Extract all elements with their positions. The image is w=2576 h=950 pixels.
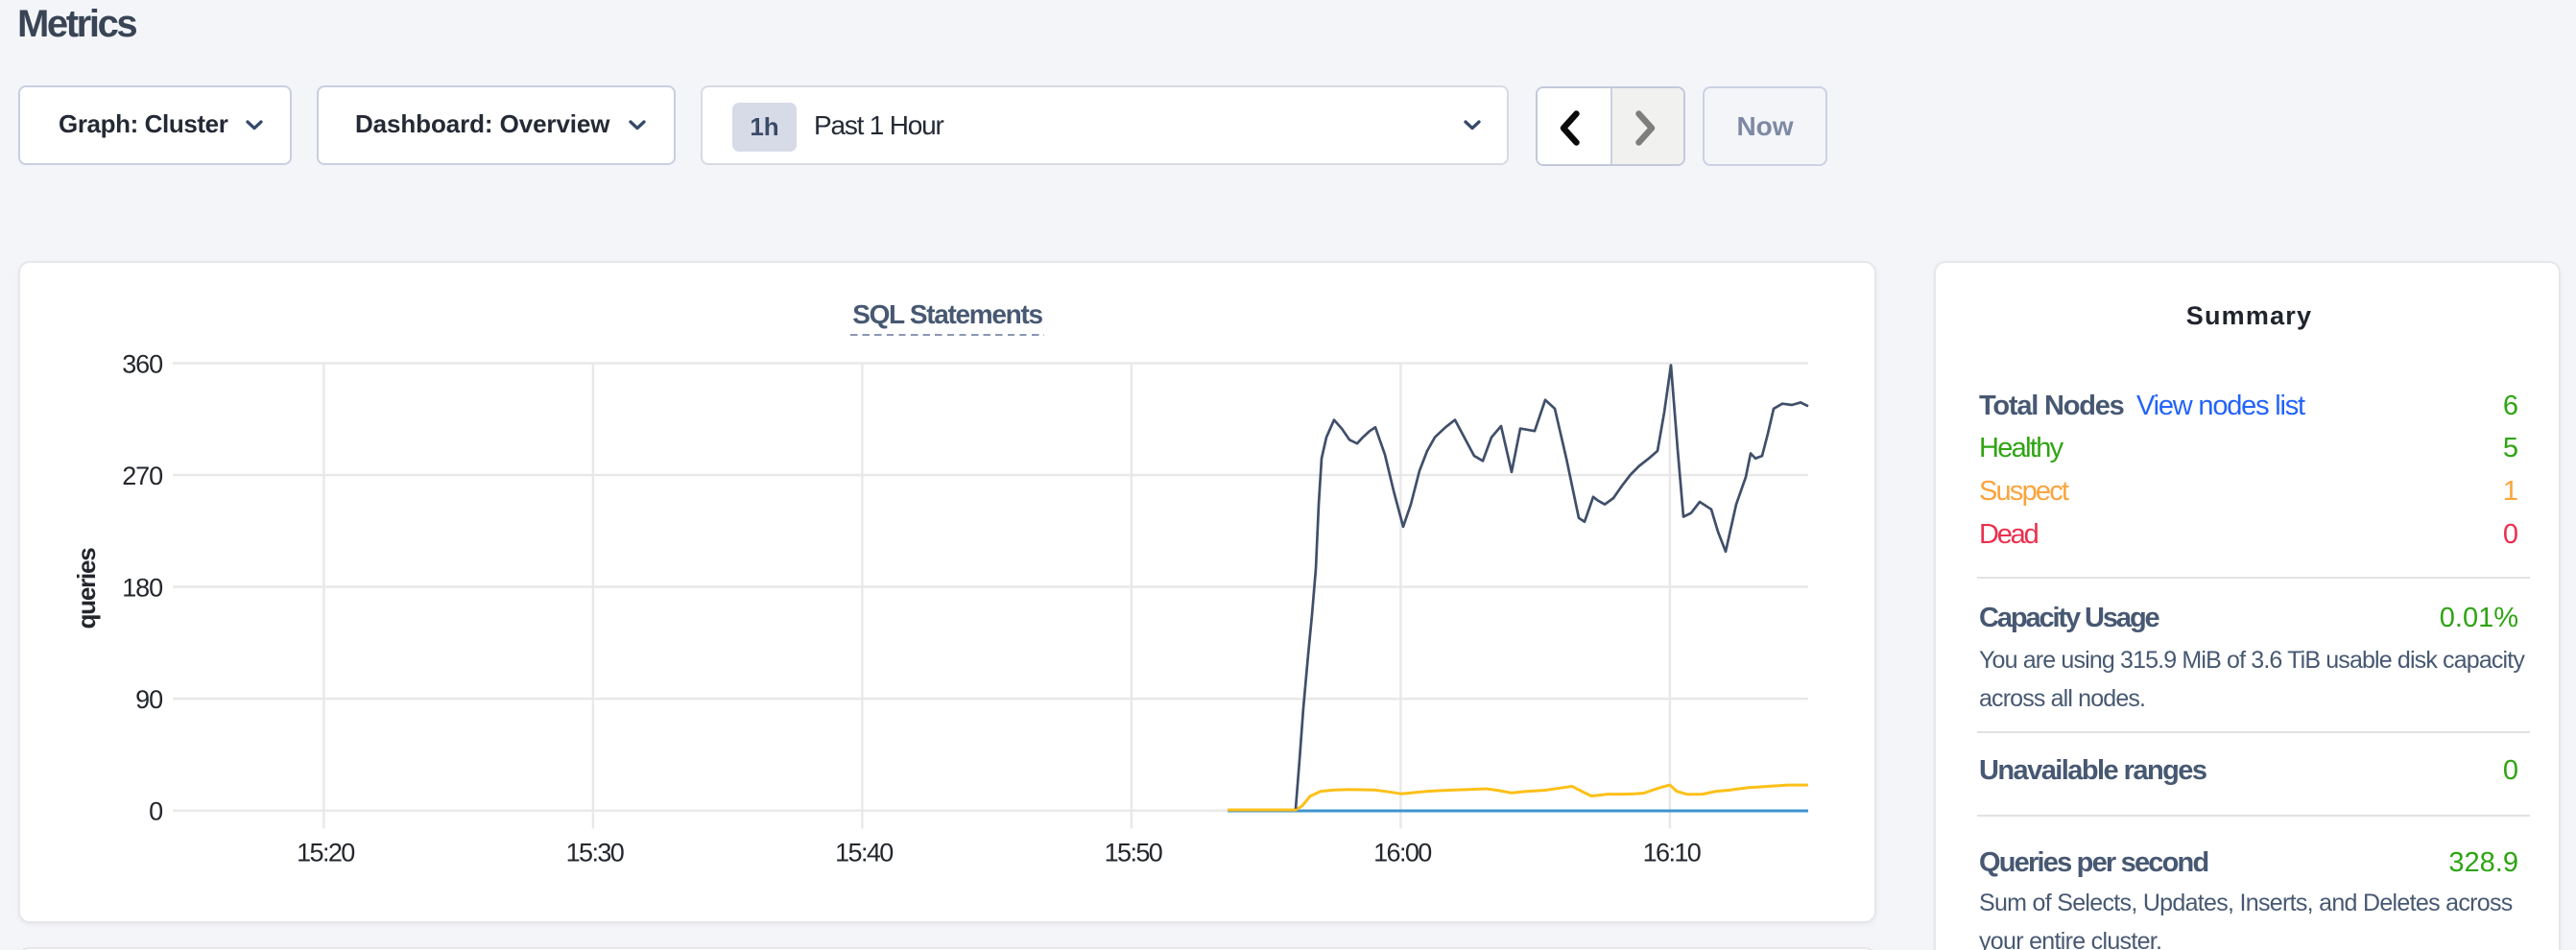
svg-text:16:00: 16:00: [1373, 839, 1431, 867]
svg-text:15:30: 15:30: [566, 839, 624, 867]
svg-text:15:50: 15:50: [1105, 839, 1162, 867]
svg-text:270: 270: [122, 462, 162, 490]
svg-text:15:40: 15:40: [835, 839, 893, 867]
svg-text:16:10: 16:10: [1643, 839, 1701, 867]
svg-text:queries: queries: [72, 548, 101, 629]
svg-text:180: 180: [122, 574, 162, 603]
svg-text:90: 90: [135, 685, 162, 714]
svg-text:15:20: 15:20: [297, 839, 354, 867]
svg-text:360: 360: [122, 350, 162, 379]
svg-text:0: 0: [149, 797, 162, 826]
